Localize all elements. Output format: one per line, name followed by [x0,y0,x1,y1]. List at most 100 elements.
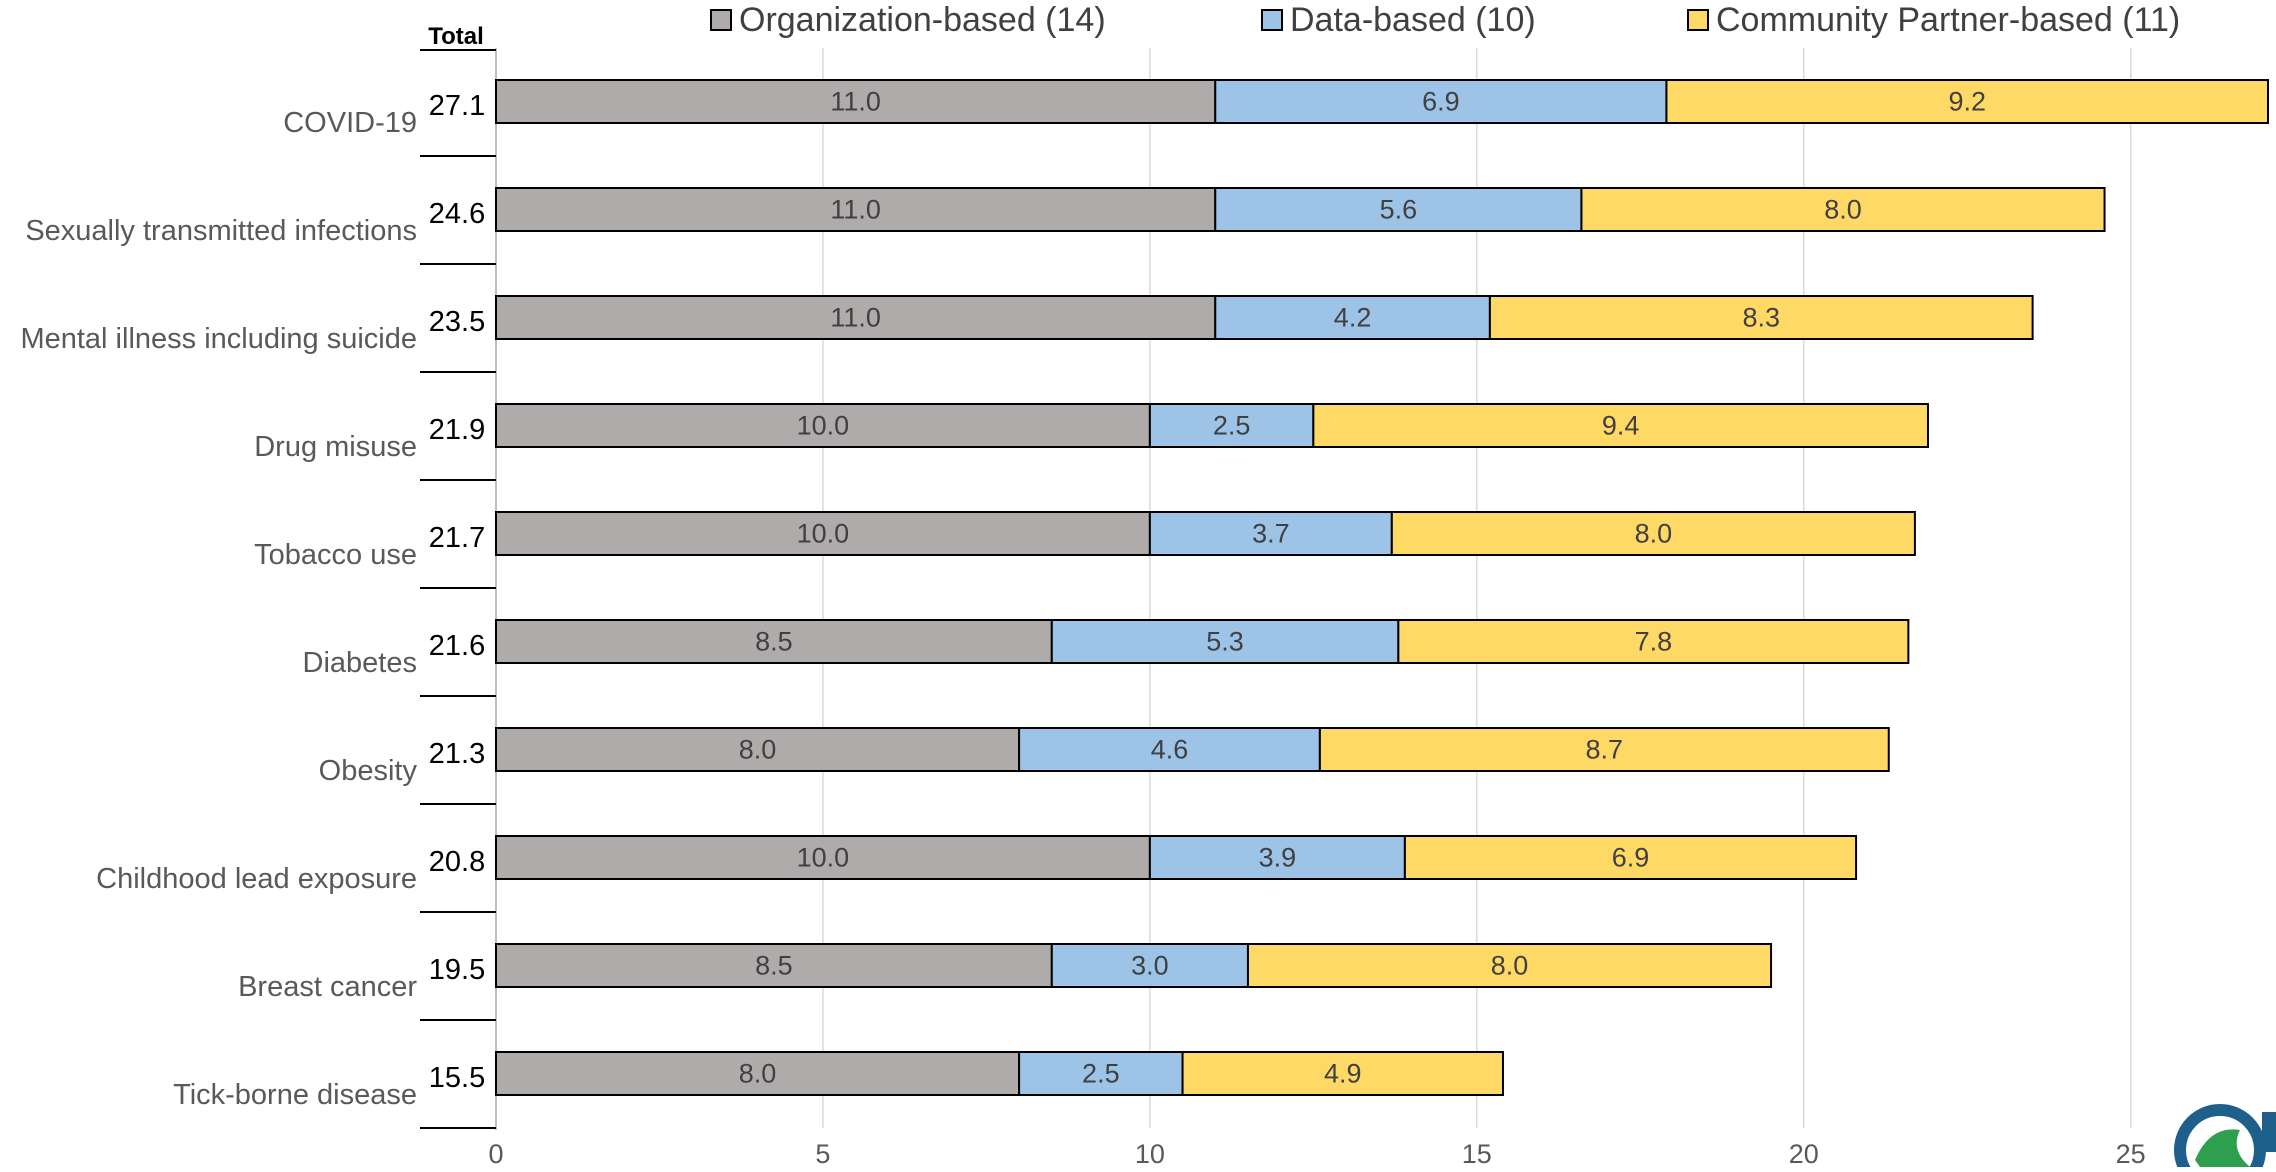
bar-value-label: 8.0 [1635,519,1673,549]
x-tick-label: 15 [1462,1139,1492,1167]
category-label: Diabetes [303,647,417,679]
labels: Total 11.0 6.9 9.2 COVID-19 27.1 11.0 5.6 8.0 Sex… [20,23,1986,1111]
logo [2174,1104,2276,1172]
bar-value-label: 10.0 [797,411,850,441]
bar-segment [1018,727,1321,772]
bar-segment [495,403,1151,448]
category-label: Childhood lead exposure [96,863,417,895]
category-label: Tobacco use [254,539,417,571]
bar-value-label: 11.0 [830,87,881,117]
legend-swatch [710,9,732,31]
bar-value-label: 8.0 [739,735,777,765]
x-tick-label: 5 [815,1139,830,1167]
bar-segment [495,295,1217,340]
total-value: 15.5 [429,1062,485,1094]
x-tick-label: 25 [2116,1139,2146,1167]
bar-value-label: 8.5 [755,951,793,981]
bar-value-label: 9.4 [1602,411,1640,441]
bar-value-label: 8.3 [1742,303,1780,333]
logo-letter-fragment [2262,1112,2276,1152]
category-label: Breast cancer [238,971,417,1003]
bar-value-label: 4.2 [1334,303,1372,333]
bar-segment [1665,79,2269,124]
bar-value-label: 8.5 [755,627,793,657]
bar-value-label: 11.0 [830,195,881,225]
bar-segment [1246,943,1773,988]
bar-segment [495,1051,1021,1096]
bar-segment [1580,187,2106,232]
x-tick-label: 20 [1789,1139,1819,1167]
bar-value-label: 3.0 [1131,951,1169,981]
bar-segment [1214,187,1583,232]
total-value: 27.1 [429,90,485,122]
bars [495,79,2269,1096]
category-label: Drug misuse [254,431,417,463]
bar-segment [495,187,1217,232]
bar-segment [1318,727,1890,772]
total-value: 20.8 [429,846,485,878]
total-header: Total [428,23,484,50]
x-tick-label: 0 [488,1139,503,1167]
legend: Organization-based (14) Data-based (10) Co… [710,1,2180,39]
bar-segment [1018,1051,1184,1096]
total-value: 19.5 [429,954,485,986]
total-value: 21.7 [429,522,485,554]
legend-label: Data-based (10) [1290,1,1536,39]
total-value: 23.5 [429,306,485,338]
logo-leaf-icon [2195,1129,2250,1167]
bar-value-label: 6.9 [1612,843,1650,873]
bar-value-label: 11.0 [830,303,881,333]
total-value: 21.9 [429,414,485,446]
category-label: Obesity [319,755,418,787]
bar-value-label: 3.7 [1252,519,1290,549]
bar-value-label: 9.2 [1948,87,1986,117]
bar-value-label: 3.9 [1259,843,1297,873]
bar-value-label: 5.3 [1206,627,1244,657]
bar-segment [1214,79,1668,124]
bar-value-label: 8.7 [1586,735,1624,765]
bar-segment [1390,511,1916,556]
bar-value-label: 8.0 [1824,195,1862,225]
total-value: 21.3 [429,738,485,770]
bar-segment [1214,295,1491,340]
bar-segment [495,79,1217,124]
legend-swatch [1261,9,1283,31]
bar-value-label: 8.0 [739,1059,777,1089]
bar-segment [1488,295,2034,340]
legend-swatch [1687,9,1709,31]
bar-segment [495,943,1053,988]
bar-value-label: 10.0 [797,843,850,873]
bar-segment [1148,835,1406,880]
bar-value-label: 4.9 [1324,1059,1362,1089]
x-tick-label: 10 [1135,1139,1165,1167]
bar-segment [1050,619,1400,664]
bar-segment [1181,1051,1504,1096]
bar-segment [495,619,1053,664]
category-label: COVID-19 [283,107,417,139]
total-value: 21.6 [429,630,485,662]
bar-value-label: 2.5 [1082,1059,1120,1089]
bar-segment [495,727,1021,772]
bar-segment [1312,403,1929,448]
bar-value-label: 10.0 [797,519,850,549]
bar-value-label: 5.6 [1380,195,1418,225]
bar-value-label: 7.8 [1635,627,1673,657]
legend-label: Organization-based (14) [739,1,1106,39]
total-value: 24.6 [429,198,485,230]
bar-value-label: 6.9 [1422,87,1460,117]
logo-ring-icon [2174,1104,2266,1172]
category-label: Mental illness including suicide [20,323,417,355]
bar-segment [1050,943,1249,988]
bar-value-label: 4.6 [1151,735,1189,765]
bar-value-label: 8.0 [1491,951,1529,981]
category-label: Sexually transmitted infections [25,215,417,247]
bar-segment [1397,619,1910,664]
bar-segment [1403,835,1858,880]
legend-label: Community Partner-based (11) [1716,1,2180,39]
bar-value-label: 2.5 [1213,411,1251,441]
bar-segment [495,511,1151,556]
category-label: Tick-borne disease [173,1079,417,1111]
bar-segment [1148,511,1393,556]
